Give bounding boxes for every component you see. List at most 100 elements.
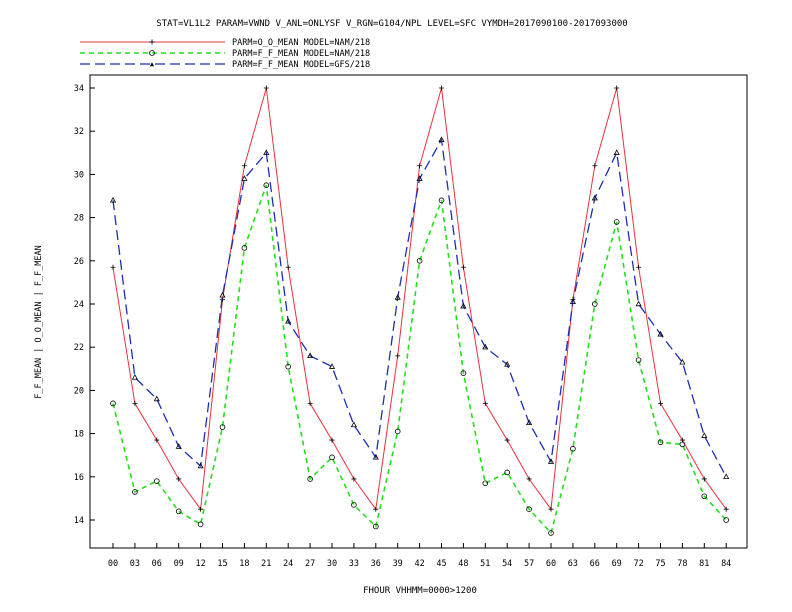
y-tick-label: 28: [74, 214, 84, 224]
point-gfs: [482, 343, 489, 350]
point-nam: [438, 197, 445, 204]
y-tick-label: 22: [74, 343, 84, 353]
x-tick-label: 24: [283, 559, 293, 569]
point-gfs: [635, 300, 642, 307]
x-tick-label: 06: [152, 559, 162, 569]
point-obs: [439, 85, 444, 91]
point-obs: [373, 506, 379, 512]
point-nam: [548, 530, 554, 536]
x-axis-label: FHOUR VHHMM=0000>1200: [363, 586, 477, 596]
series-line-obs: [112, 87, 727, 511]
x-tick-label: 18: [239, 559, 249, 569]
x-tick-label: 54: [502, 559, 512, 569]
x-tick-label: 75: [655, 559, 665, 569]
point-gfs: [131, 374, 138, 380]
x-tick-label: 27: [305, 559, 315, 569]
point-obs: [417, 163, 423, 169]
x-tick-label: 30: [327, 559, 337, 569]
point-nam: [219, 424, 226, 430]
x-tick-label: 57: [524, 559, 534, 569]
point-nam: [241, 245, 248, 251]
point-nam: [132, 489, 138, 495]
point-nam: [482, 480, 489, 487]
y-tick-label: 26: [74, 257, 84, 267]
point-nam: [416, 257, 423, 264]
point-obs: [176, 476, 182, 482]
point-nam: [526, 506, 532, 513]
point-gfs: [723, 473, 730, 479]
y-tick-label: 16: [74, 473, 84, 483]
point-obs: [110, 264, 116, 270]
point-gfs: [241, 175, 248, 181]
point-gfs: [526, 419, 533, 425]
point-obs: [504, 437, 510, 443]
point-nam: [351, 502, 357, 508]
x-tick-label: 33: [349, 559, 359, 569]
series-line-gfs: [112, 137, 727, 478]
x-tick-label: 69: [612, 559, 622, 569]
point-obs: [723, 506, 729, 512]
legend-marker-nam: [149, 50, 155, 56]
point-nam: [154, 478, 160, 484]
point-nam: [329, 454, 335, 461]
legend-marker-obs: +: [149, 37, 155, 48]
point-obs: [329, 437, 335, 443]
y-tick-label: 30: [74, 170, 84, 180]
point-gfs: [307, 352, 314, 359]
series-layer: [109, 85, 730, 536]
y-axis-label: F_F_MEAN | O_O_MEAN | F_F_MEAN: [34, 245, 44, 399]
x-tick-label: 84: [721, 559, 731, 569]
x-axis: 00 03 06 09 12 15 18 21 24 27 30 33 36 39 42 45 48 51 54 57…: [108, 543, 731, 569]
point-gfs: [460, 302, 467, 309]
y-tick-label: 34: [74, 84, 84, 94]
point-gfs: [328, 363, 336, 369]
x-tick-label: 12: [195, 559, 205, 569]
point-nam: [197, 521, 204, 528]
point-gfs: [394, 294, 401, 300]
series-line-nam: [112, 184, 727, 535]
point-obs: [614, 85, 620, 91]
point-obs: [395, 353, 401, 359]
point-gfs: [701, 432, 708, 438]
series-obs: [110, 85, 729, 512]
y-tick-label: 14: [74, 516, 84, 526]
point-obs: [132, 400, 138, 406]
series-gfs: [109, 136, 730, 479]
point-nam: [701, 493, 708, 500]
point-gfs: [219, 291, 226, 298]
point-gfs: [613, 149, 620, 155]
x-tick-label: 78: [677, 559, 687, 569]
point-gfs: [547, 458, 555, 464]
x-tick-label: 48: [458, 559, 468, 569]
point-obs: [548, 506, 554, 512]
point-gfs: [197, 462, 204, 469]
x-tick-label: 09: [174, 559, 184, 569]
point-gfs: [263, 149, 270, 155]
point-obs: [460, 264, 466, 270]
y-tick-label: 20: [74, 386, 84, 396]
point-nam: [263, 182, 270, 189]
point-nam: [460, 370, 467, 376]
point-obs: [592, 163, 598, 169]
x-tick-label: 15: [217, 559, 227, 569]
x-tick-label: 45: [436, 559, 446, 569]
x-tick-label: 60: [546, 559, 556, 569]
point-obs: [636, 264, 642, 270]
point-nam: [285, 363, 292, 370]
point-nam: [635, 357, 642, 363]
point-gfs: [109, 196, 117, 203]
x-tick-label: 63: [568, 559, 578, 569]
y-tick-label: 18: [74, 430, 84, 440]
y-axis: 14 16 18 20 22 24 26 28 30 32 34: [74, 84, 95, 526]
point-gfs: [416, 175, 423, 181]
point-obs: [285, 264, 291, 270]
point-obs: [154, 437, 160, 443]
point-nam: [723, 517, 729, 523]
x-tick-label: 00: [108, 559, 118, 569]
chart-title: STAT=VL1L2 PARAM=VWND V_ANL=ONLYSF V_RGN…: [156, 19, 627, 29]
point-gfs: [679, 358, 686, 365]
point-gfs: [504, 361, 511, 367]
point-nam: [570, 445, 576, 452]
x-tick-label: 21: [261, 559, 271, 569]
